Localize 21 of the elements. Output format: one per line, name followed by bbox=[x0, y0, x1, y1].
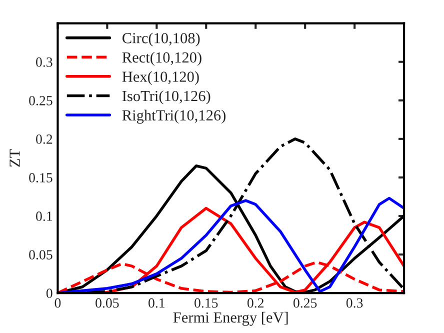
legend-label: Hex(10,120) bbox=[122, 71, 199, 86]
y-axis-title: ZT bbox=[10, 149, 20, 167]
x-axis-title: Fermi Energy [eV] bbox=[173, 312, 288, 326]
legend-label: RightTri(10,126) bbox=[122, 110, 226, 124]
x-tick-label: 0.05 bbox=[96, 298, 119, 308]
x-tick-label: 0.3 bbox=[346, 298, 363, 308]
x-tick-label: 0.1 bbox=[148, 298, 165, 308]
x-tick-label: 0 bbox=[54, 298, 61, 308]
x-tick-label: 0.15 bbox=[194, 298, 218, 308]
y-tick-label: 0 bbox=[46, 288, 52, 298]
y-tick-label: 0.2 bbox=[36, 134, 52, 144]
x-tick-label: 0.2 bbox=[247, 298, 264, 308]
legend-label: Rect(10,120) bbox=[122, 52, 202, 66]
legend-label: IsoTri(10,126) bbox=[122, 90, 210, 104]
x-tick-label: 0.25 bbox=[293, 298, 317, 308]
legend-label: Circ(10,108) bbox=[122, 32, 200, 46]
y-tick-label: 0.1 bbox=[36, 212, 52, 221]
y-tick-label: 0.05 bbox=[29, 250, 52, 260]
y-tick-label: 0.3 bbox=[36, 57, 52, 67]
y-tick-label: 0.15 bbox=[29, 173, 52, 182]
y-tick-label: 0.25 bbox=[29, 96, 52, 106]
